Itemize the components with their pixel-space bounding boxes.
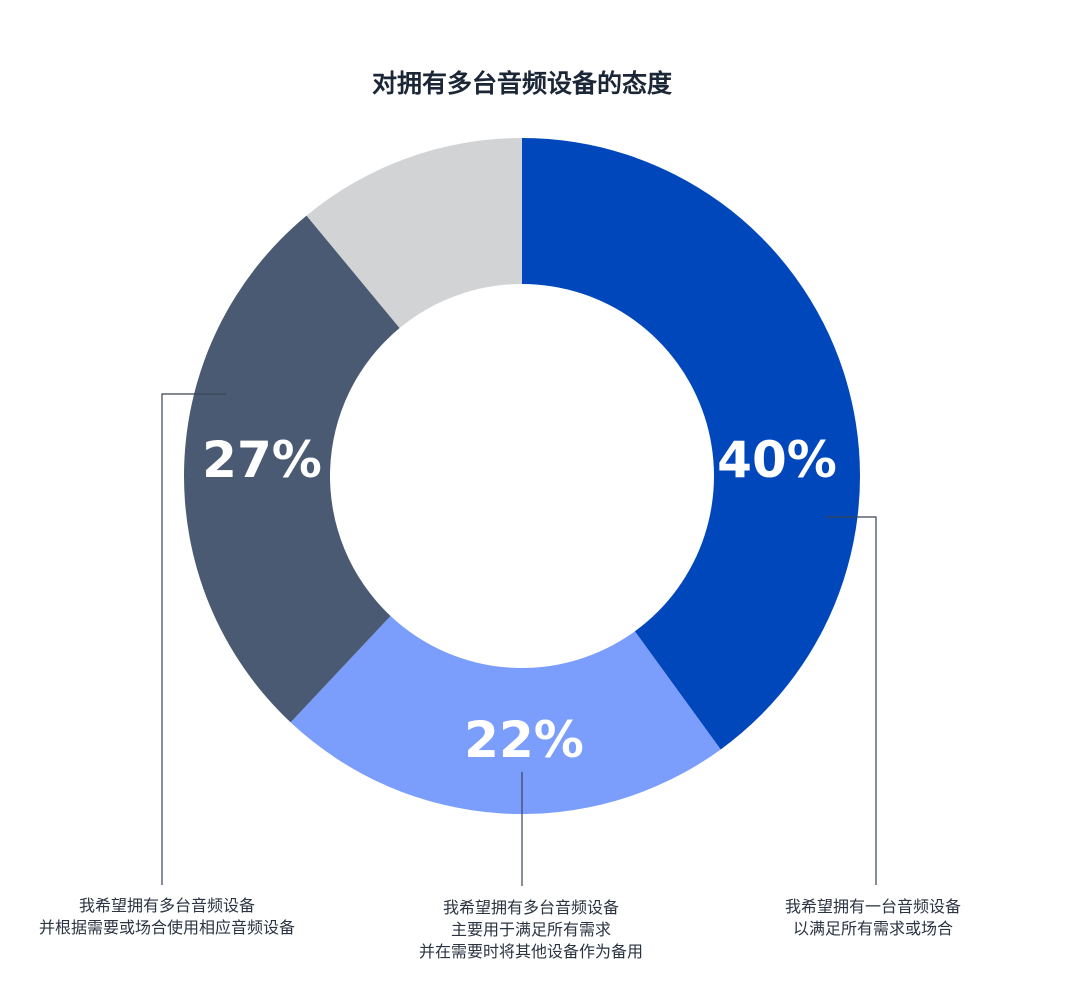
slice-annotation: 我希望拥有一台音频设备以满足所有需求或场合 bbox=[785, 897, 961, 938]
annotation-line: 以满足所有需求或场合 bbox=[793, 919, 953, 938]
slice-percentage-label: 40% bbox=[717, 431, 837, 489]
donut-slice bbox=[183, 215, 400, 723]
percentage-labels: 40% 22% 27% bbox=[202, 431, 837, 769]
leader-line bbox=[826, 516, 877, 885]
donut-slices bbox=[183, 138, 861, 815]
slice-percentage-label: 27% bbox=[202, 431, 322, 489]
donut-slice bbox=[522, 138, 861, 750]
annotation-line: 主要用于满足所有需求 bbox=[451, 920, 611, 939]
slice-annotation: 我希望拥有多台音频设备主要用于满足所有需求并在需要时将其他设备作为备用 bbox=[419, 898, 643, 961]
leader-line bbox=[161, 393, 226, 885]
chart-title: 对拥有多台音频设备的态度 bbox=[372, 69, 672, 98]
slice-annotation: 我希望拥有多台音频设备并根据需要或场合使用相应音频设备 bbox=[39, 896, 295, 937]
donut-slice bbox=[290, 615, 721, 815]
annotation-line: 并根据需要或场合使用相应音频设备 bbox=[39, 918, 295, 937]
slice-percentage-label: 22% bbox=[464, 711, 584, 769]
annotation-line: 我希望拥有一台音频设备 bbox=[785, 897, 961, 916]
annotation-line: 并在需要时将其他设备作为备用 bbox=[419, 942, 643, 961]
slice-annotations: 我希望拥有一台音频设备以满足所有需求或场合我希望拥有多台音频设备主要用于满足所有… bbox=[39, 896, 961, 961]
annotation-line: 我希望拥有多台音频设备 bbox=[79, 896, 255, 915]
annotation-line: 我希望拥有多台音频设备 bbox=[443, 898, 619, 917]
leader-lines bbox=[161, 393, 877, 886]
donut-slice bbox=[306, 138, 522, 329]
